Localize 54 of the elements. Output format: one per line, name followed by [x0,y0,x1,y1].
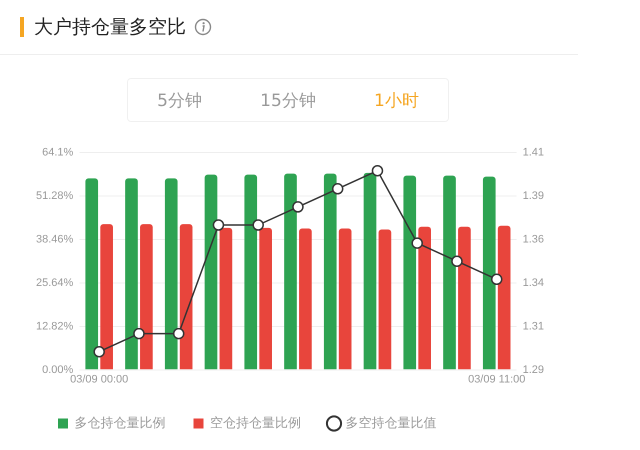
bar [482,176,496,370]
text: 5分钟 [157,90,202,112]
bar [299,228,312,370]
y2-tick-label: 1.31 [522,320,544,332]
bar [378,230,392,370]
y-tick-label: 51.28% [36,190,74,202]
y-tick-label: 25.64% [36,276,74,289]
text: 15分钟 [260,90,316,112]
bar [140,224,153,370]
point [411,237,423,249]
bar [164,178,178,370]
bar [284,174,297,370]
bar [324,174,337,370]
point [292,201,304,213]
y2-tick-label: 1.29 [522,364,544,376]
y2-tick-label: 1.39 [522,190,544,202]
point [332,183,344,195]
y-tick-label: 12.82% [36,320,74,332]
bar [458,226,471,370]
bar [498,226,511,370]
bar [125,178,138,370]
point [490,274,502,286]
legend-label: 多仓持仓量比例 [74,415,166,430]
bar [85,178,98,370]
bar [100,224,113,370]
bar [338,228,352,370]
y2-tick-label: 1.36 [522,234,544,246]
bar [204,174,218,370]
bar [418,226,431,370]
bar [443,176,456,370]
text: 1小时 [374,90,419,112]
point [372,164,384,176]
bar [180,224,192,370]
point [451,255,463,267]
point [212,219,224,231]
point [172,328,184,340]
y-tick-label: 64.1% [42,146,74,159]
y-tick-label: 38.46% [36,234,74,246]
y2-tick-label: 1.34 [522,276,544,289]
bar [220,228,232,370]
y-tick-label: 0.00% [42,364,74,376]
x-tick-label: 03/09 00:00 [70,373,128,386]
legend-label: 多空持仓量比值 [346,415,436,430]
x-tick-label: 03/09 11:00 [468,373,526,386]
y2-tick-label: 1.41 [522,146,544,159]
bar [364,172,376,370]
chart-title: 大户持仓量多空比 [34,15,186,40]
legend-label: 空仓持仓量比例 [210,415,301,430]
point [252,219,264,231]
bar [403,176,416,370]
bar [244,174,258,370]
point [93,346,105,358]
bar [259,228,272,370]
point [133,328,145,340]
